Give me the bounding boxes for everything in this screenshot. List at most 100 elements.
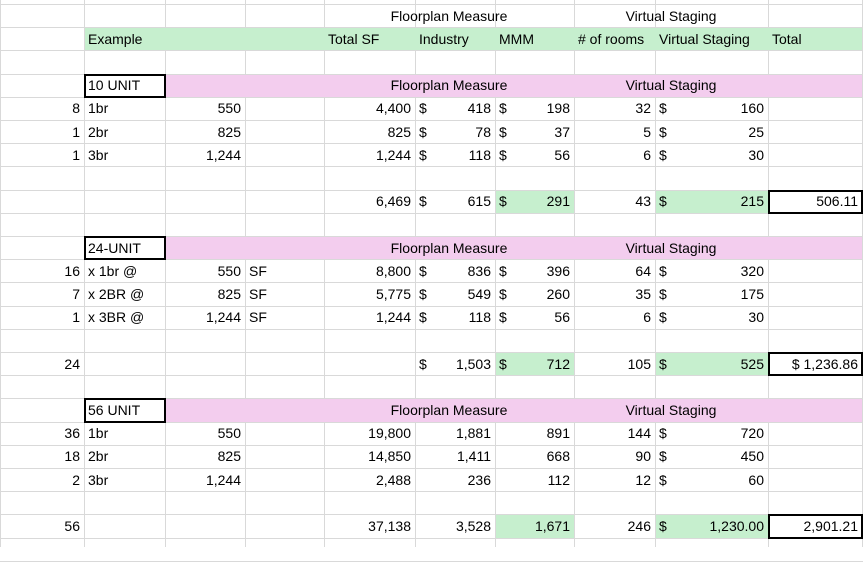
rooms-cell[interactable]: 6 [643, 309, 651, 326]
unit-count-cell[interactable]: 1 [72, 146, 80, 163]
mmm-total[interactable]: 291 [546, 193, 570, 210]
vs-cost-cell[interactable]: 160 [740, 100, 764, 117]
mmm-cost-cell[interactable]: 37 [554, 123, 570, 140]
mmm-cost-cell[interactable]: 668 [546, 448, 570, 465]
industry-total[interactable]: 615 [467, 193, 491, 210]
industry-cost-cell[interactable]: 78 [475, 123, 491, 140]
sf-unit-cell[interactable]: SF [249, 309, 267, 326]
column-header-example[interactable]: Example [88, 30, 143, 47]
mmm-cost-cell[interactable]: 891 [546, 425, 570, 442]
total-sf-cell[interactable]: 825 [387, 123, 411, 140]
unit-count-cell[interactable]: 7 [72, 285, 80, 302]
unit-sf-cell[interactable]: 550 [217, 100, 241, 117]
vs-total[interactable]: 1,230.00 [709, 517, 765, 534]
unit-count-cell[interactable]: 8 [72, 100, 80, 117]
vs-cost-cell[interactable]: 25 [748, 123, 764, 140]
total-unit-count[interactable] [0, 190, 84, 213]
column-header-mmm[interactable]: MMM [499, 30, 534, 47]
vs-total[interactable]: 215 [740, 193, 764, 210]
vs-cost-cell[interactable]: 450 [740, 448, 764, 465]
industry-cost-cell[interactable]: 549 [467, 285, 491, 302]
rooms-total[interactable]: 246 [627, 517, 651, 534]
vs-cost-cell[interactable]: 720 [740, 425, 764, 442]
industry-cost-cell[interactable]: 118 [468, 309, 491, 326]
unit-count-cell[interactable]: 36 [64, 425, 80, 442]
total-sf-sum[interactable]: 6,469 [375, 193, 411, 210]
unit-sf-cell[interactable]: 1,244 [205, 471, 241, 488]
rooms-cell[interactable]: 5 [643, 123, 651, 140]
industry-cost-cell[interactable]: 118 [468, 146, 491, 163]
mmm-total[interactable]: 1,671 [534, 517, 570, 534]
unit-sf-cell[interactable]: 550 [217, 425, 241, 442]
total-sf-cell[interactable]: 2,488 [375, 471, 411, 488]
unit-type-cell[interactable]: x 1br @ [88, 262, 138, 279]
sf-unit-cell[interactable]: SF [249, 262, 267, 279]
vs-cost-cell[interactable]: 30 [748, 309, 764, 326]
unit-type-cell[interactable]: 1br [88, 100, 109, 117]
unit-type-cell[interactable]: 3br [88, 471, 109, 488]
industry-cost-cell[interactable]: 418 [467, 100, 491, 117]
unit-sf-cell[interactable]: 1,244 [205, 146, 241, 163]
sf-unit-cell[interactable] [245, 121, 324, 144]
sf-unit-cell[interactable] [245, 469, 324, 492]
unit-sf-cell[interactable]: 825 [217, 285, 241, 302]
rooms-cell[interactable]: 90 [635, 448, 651, 465]
total-sf-cell[interactable]: 19,800 [368, 425, 411, 442]
sf-unit-cell[interactable] [245, 144, 324, 167]
unit-type-cell[interactable]: 2br [88, 123, 109, 140]
rooms-total[interactable]: 43 [635, 193, 651, 210]
rooms-cell[interactable]: 6 [643, 146, 651, 163]
mmm-total[interactable]: 712 [546, 355, 570, 372]
total-sf-cell[interactable]: 1,244 [375, 309, 411, 326]
column-header-virtual-staging[interactable]: Virtual Staging [659, 30, 750, 47]
section-title[interactable]: 24-UNIT [88, 239, 141, 256]
unit-type-cell[interactable]: x 2BR @ [88, 285, 145, 302]
unit-sf-cell[interactable]: 1,244 [205, 309, 241, 326]
vs-cost-cell[interactable]: 175 [740, 285, 764, 302]
sf-unit-cell[interactable] [245, 445, 324, 468]
total-sf-sum[interactable]: 37,138 [368, 517, 411, 534]
unit-sf-cell[interactable]: 825 [217, 123, 241, 140]
mmm-cost-cell[interactable]: 198 [546, 100, 570, 117]
grand-total-cell[interactable]: 2,901.21 [803, 517, 859, 534]
grand-total-cell[interactable]: 506.11 [816, 193, 858, 210]
total-sf-cell[interactable]: 8,800 [375, 262, 411, 279]
mmm-cost-cell[interactable]: 112 [547, 471, 570, 488]
unit-type-cell[interactable]: 1br [88, 425, 109, 442]
total-sf-sum[interactable] [324, 353, 415, 376]
rooms-cell[interactable]: 12 [635, 471, 651, 488]
mmm-cost-cell[interactable]: 56 [554, 146, 570, 163]
industry-cost-cell[interactable]: 836 [467, 262, 491, 279]
industry-cost-cell[interactable]: 1,881 [455, 425, 491, 442]
sf-unit-cell[interactable]: SF [249, 285, 267, 302]
unit-type-cell[interactable]: 3br [88, 146, 109, 163]
industry-total[interactable]: 1,503 [455, 355, 491, 372]
column-header-total-sf[interactable]: Total SF [328, 30, 380, 47]
mmm-cost-cell[interactable]: 56 [554, 309, 570, 326]
unit-sf-cell[interactable]: 550 [217, 262, 241, 279]
total-unit-count[interactable]: 24 [64, 355, 80, 372]
sf-unit-cell[interactable] [245, 97, 324, 120]
rooms-cell[interactable]: 32 [635, 100, 651, 117]
mmm-cost-cell[interactable]: 260 [546, 285, 570, 302]
unit-count-cell[interactable]: 1 [72, 123, 80, 140]
industry-total[interactable]: 3,528 [455, 517, 491, 534]
column-header-rooms[interactable]: # of rooms [578, 30, 645, 47]
unit-count-cell[interactable]: 1 [72, 309, 80, 326]
total-sf-cell[interactable]: 5,775 [375, 285, 411, 302]
rooms-cell[interactable]: 35 [635, 285, 651, 302]
unit-type-cell[interactable]: 2br [88, 448, 109, 465]
unit-type-cell[interactable]: x 3BR @ [88, 309, 145, 326]
unit-count-cell[interactable]: 2 [72, 471, 80, 488]
section-title[interactable]: 10 UNIT [88, 77, 141, 94]
unit-count-cell[interactable]: 16 [64, 262, 80, 279]
industry-cost-cell[interactable]: 236 [467, 471, 491, 488]
vs-cost-cell[interactable]: 320 [740, 262, 764, 279]
unit-sf-cell[interactable]: 825 [217, 448, 241, 465]
column-header-total[interactable]: Total [772, 30, 802, 47]
section-title[interactable]: 56 UNIT [88, 401, 141, 418]
rooms-total[interactable]: 105 [627, 355, 651, 372]
vs-total[interactable]: 525 [740, 355, 764, 372]
rooms-cell[interactable]: 64 [635, 262, 651, 279]
